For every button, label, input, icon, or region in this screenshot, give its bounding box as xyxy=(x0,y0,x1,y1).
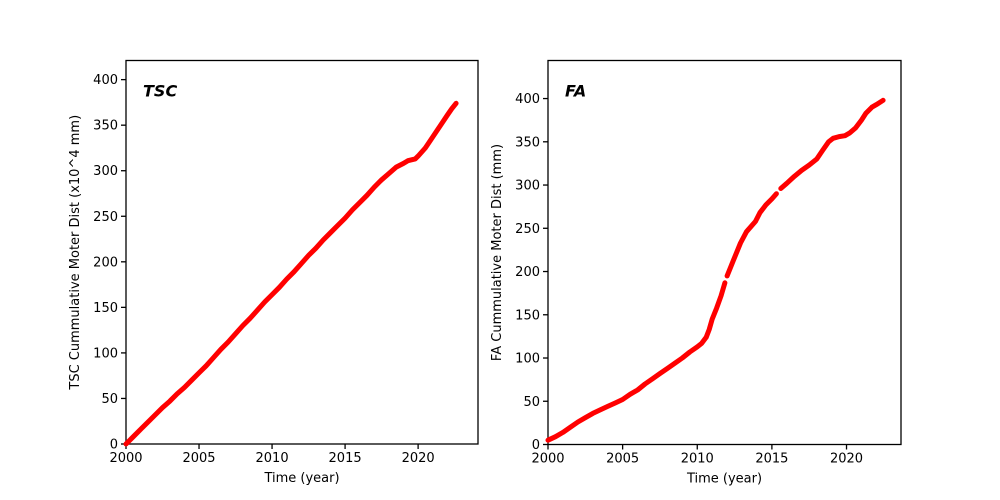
tsc-y-tick-label: 0 xyxy=(110,438,118,453)
tsc-plot-area xyxy=(125,59,479,445)
fa-plot-area xyxy=(547,59,902,446)
tsc-y-axis-label: TSC Cummulative Moter Dist (x10^4 mm) xyxy=(68,115,83,391)
tsc-x-axis-label: Time (year) xyxy=(263,471,339,486)
fa-x-axis-label: Time (year) xyxy=(686,472,762,487)
fa-x-tick-label: 2000 xyxy=(531,452,564,467)
tsc-y-tick-label: 150 xyxy=(93,301,118,316)
tsc-x-tick-label: 2010 xyxy=(256,451,289,466)
tsc-panel-label: TSC xyxy=(143,82,177,101)
fa-x-tick-label: 2020 xyxy=(830,452,863,467)
fa-y-tick-label: 100 xyxy=(515,352,540,367)
fa-y-tick-label: 300 xyxy=(515,179,540,194)
fa-y-tick-label: 400 xyxy=(515,92,540,107)
tsc-x-tick-label: 2000 xyxy=(109,451,142,466)
fa-y-tick-label: 150 xyxy=(515,308,540,323)
fa-x-tick-label: 2015 xyxy=(755,452,788,467)
fa-y-axis-label: FA Cummulative Moter Dist (mm) xyxy=(490,144,505,361)
tsc-x-tick-label: 2020 xyxy=(402,451,435,466)
tsc-y-tick-label: 100 xyxy=(93,346,118,361)
fa-y-tick-label: 200 xyxy=(515,265,540,280)
fa-panel: 2000 2005 2010 2015 2020 0 50 100 150 200 250 300 35… xyxy=(490,59,902,487)
tsc-y-tick-label: 300 xyxy=(93,164,118,179)
tsc-y-tick-label: 50 xyxy=(101,392,118,407)
tsc-x-tick-label: 2005 xyxy=(182,451,215,466)
fa-data-line xyxy=(778,97,886,191)
fa-y-tick-label: 50 xyxy=(523,395,540,410)
tsc-y-tick-label: 400 xyxy=(93,73,118,88)
fa-x-tick-label: 2005 xyxy=(606,452,639,467)
fa-y-tick-label: 250 xyxy=(515,222,540,237)
tsc-x-tick-label: 2015 xyxy=(329,451,362,466)
fa-y-tick-label: 0 xyxy=(532,438,540,453)
tsc-data-line xyxy=(123,100,459,447)
tsc-y-tick-label: 200 xyxy=(93,255,118,270)
fa-x-tick-label: 2010 xyxy=(681,452,714,467)
fa-data-line xyxy=(545,280,728,443)
tsc-y-tick-label: 250 xyxy=(93,210,118,225)
fa-data-line xyxy=(724,191,779,279)
tsc-panel: 2000 2005 2010 2015 2020 0 50 100 150 200 250 300 35… xyxy=(68,59,479,486)
fa-y-tick-label: 350 xyxy=(515,135,540,150)
fa-panel-label: FA xyxy=(565,82,586,101)
tsc-y-tick-label: 350 xyxy=(93,119,118,134)
